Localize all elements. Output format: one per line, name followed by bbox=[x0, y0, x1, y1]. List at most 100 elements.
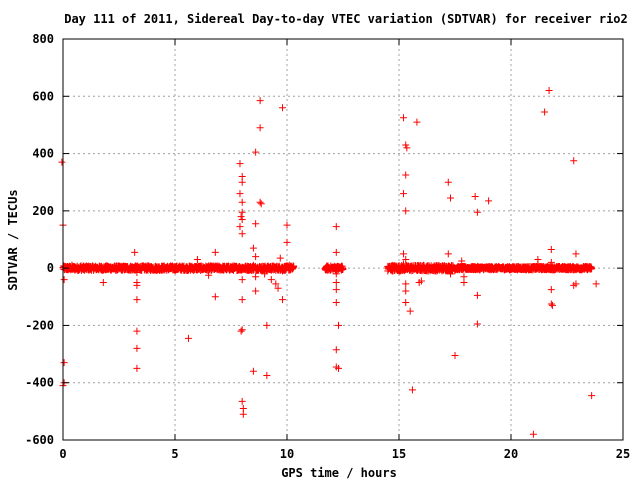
y-tick-label: 600 bbox=[32, 89, 54, 103]
scatter-point bbox=[276, 254, 284, 262]
scatter-point bbox=[133, 268, 141, 276]
x-tick-label: 25 bbox=[616, 447, 630, 461]
scatter-point bbox=[238, 326, 246, 334]
scatter-point bbox=[236, 223, 244, 231]
scatter-point bbox=[402, 280, 410, 288]
scatter-point bbox=[402, 299, 410, 307]
scatter-point bbox=[279, 296, 287, 304]
scatter-point bbox=[256, 198, 264, 206]
scatter-point bbox=[261, 270, 269, 278]
dense-band-point bbox=[290, 263, 298, 271]
scatter-point bbox=[211, 248, 219, 256]
plot-frame bbox=[62, 38, 624, 441]
scatter-point bbox=[249, 244, 257, 252]
scatter-point bbox=[267, 276, 275, 284]
scatter-point bbox=[133, 344, 141, 352]
scatter-point bbox=[238, 296, 246, 304]
scatter-point bbox=[131, 248, 139, 256]
scatter-point bbox=[332, 270, 340, 278]
scatter-point bbox=[413, 118, 421, 126]
data-points bbox=[58, 87, 600, 438]
scatter-point bbox=[279, 104, 287, 112]
x-tick-label: 10 bbox=[280, 447, 294, 461]
scatter-point bbox=[444, 250, 452, 258]
scatter-point bbox=[335, 364, 343, 372]
scatter-point bbox=[205, 271, 213, 279]
scatter-point bbox=[133, 364, 141, 372]
scatter-point bbox=[408, 386, 416, 394]
scatter-point bbox=[399, 260, 407, 268]
scatter-point bbox=[417, 277, 425, 285]
x-tick-labels: 0 5 10 15 20 25 bbox=[59, 447, 630, 461]
y-tick-label: 400 bbox=[32, 147, 54, 161]
dense-band-point bbox=[588, 264, 596, 272]
scatter-point bbox=[473, 291, 481, 299]
scatter-point bbox=[473, 208, 481, 216]
scatter-point bbox=[332, 248, 340, 256]
scatter-point bbox=[399, 114, 407, 122]
scatter-point bbox=[547, 258, 555, 266]
axes bbox=[62, 38, 624, 441]
scatter-point bbox=[588, 392, 596, 400]
scatter-point bbox=[60, 276, 68, 284]
scatter-point bbox=[460, 273, 468, 281]
scatter-point bbox=[193, 256, 201, 264]
scatter-point bbox=[211, 293, 219, 301]
scatter-point bbox=[444, 178, 452, 186]
dense-band-point bbox=[339, 265, 347, 273]
scatter-point bbox=[256, 97, 264, 105]
x-tick-label: 0 bbox=[59, 447, 66, 461]
scatter-point bbox=[238, 198, 246, 206]
scatter-point bbox=[283, 221, 291, 229]
scatter-point bbox=[384, 267, 392, 275]
scatter-point bbox=[184, 334, 192, 342]
scatter-point bbox=[99, 278, 107, 286]
chart-title: Day 111 of 2011, Sidereal Day-to-day VTE… bbox=[64, 12, 628, 26]
scatter-point bbox=[257, 200, 265, 208]
scatter-point bbox=[239, 410, 247, 418]
scatter-point bbox=[58, 158, 66, 166]
scatter-point bbox=[572, 250, 580, 258]
scatter-point bbox=[545, 87, 553, 95]
scatter-point bbox=[547, 300, 555, 308]
x-tick-label: 5 bbox=[171, 447, 178, 461]
scatter-point bbox=[447, 270, 455, 278]
scatter-point bbox=[236, 160, 244, 168]
scatter-point bbox=[473, 320, 481, 328]
scatter-point bbox=[77, 262, 85, 270]
scatter-point bbox=[570, 157, 578, 165]
scatter-point bbox=[406, 307, 414, 315]
scatter-point bbox=[68, 261, 76, 269]
scatter-point bbox=[547, 246, 555, 254]
scatter-point bbox=[534, 260, 542, 268]
scatter-point bbox=[335, 321, 343, 329]
scatter-point bbox=[279, 267, 287, 275]
scatter-point bbox=[399, 190, 407, 198]
scatter-point bbox=[133, 296, 141, 304]
scatter-point bbox=[252, 253, 260, 261]
y-tick-labels: -600 -400 -200 0 200 400 600 800 bbox=[25, 32, 54, 447]
y-tick-label: -600 bbox=[25, 433, 54, 447]
scatter-point bbox=[402, 141, 410, 149]
scatter-point bbox=[263, 321, 271, 329]
scatter-point bbox=[285, 261, 293, 269]
scatter-point bbox=[529, 430, 537, 438]
scatter-point bbox=[272, 280, 280, 288]
y-tick-label: 200 bbox=[32, 204, 54, 218]
scatter-point bbox=[547, 286, 555, 294]
scatter-point bbox=[420, 261, 428, 269]
scatter-point bbox=[238, 208, 246, 216]
scatter-point bbox=[332, 299, 340, 307]
scatter-point bbox=[447, 194, 455, 202]
scatter-point bbox=[471, 193, 479, 201]
y-tick-label: 800 bbox=[32, 32, 54, 46]
scatter-point bbox=[402, 256, 410, 264]
scatter-point bbox=[133, 281, 141, 289]
y-tick-label: -400 bbox=[25, 376, 54, 390]
scatter-point bbox=[592, 280, 600, 288]
scatter-point bbox=[256, 124, 264, 132]
scatter-point bbox=[238, 230, 246, 238]
scatter-point bbox=[237, 327, 245, 335]
